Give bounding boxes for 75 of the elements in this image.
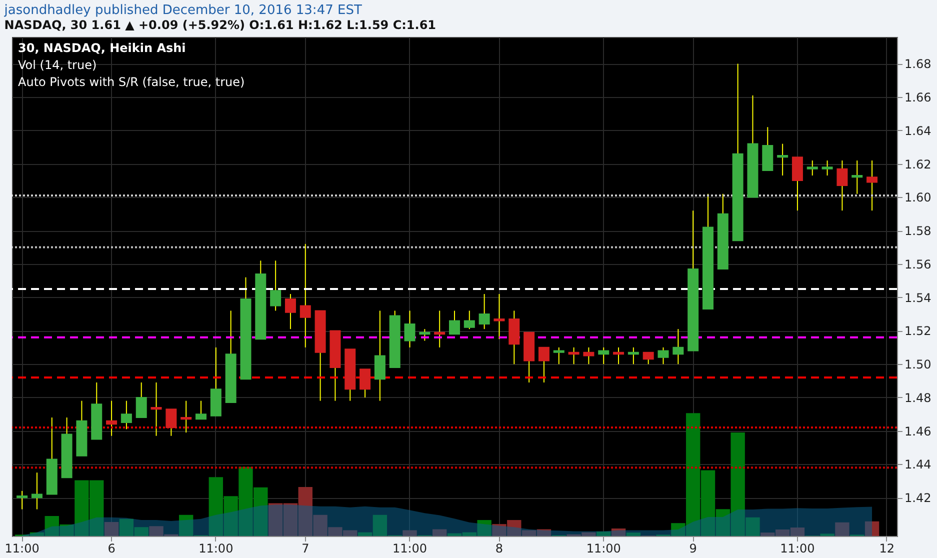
y-tick-label: 1.56: [904, 257, 932, 272]
candlestick: [419, 328, 430, 342]
x-tick-label: 11:00: [780, 542, 815, 556]
bar: [626, 532, 641, 536]
y-tick-label: 1.50: [904, 358, 932, 372]
y-tick-label: 1.42: [904, 491, 932, 506]
candlestick: [31, 472, 42, 510]
bar: [596, 532, 611, 536]
x-tick-label: 11:00: [4, 542, 40, 556]
y-tick-label: 1.46: [904, 424, 932, 438]
y-tick-label: 1.54: [904, 290, 932, 305]
y-tick-label: 1.62: [904, 157, 932, 172]
bar: [402, 530, 417, 536]
candlestick: [613, 346, 624, 365]
candlestick: [150, 382, 162, 436]
candlestick: [136, 382, 147, 418]
y-tick-label: 1.68: [904, 57, 932, 72]
candlestick: [598, 346, 610, 365]
candlestick: [284, 294, 296, 330]
annotation: Auto Pivots with S/R (false, true, true): [18, 75, 245, 89]
candlestick: [106, 400, 118, 436]
chart-title: jasondhadley published December 10, 2016 13:47 EST: [3, 3, 362, 18]
candlestick: [538, 346, 550, 383]
x-tick-label: 11:00: [586, 542, 621, 556]
candlestick: [568, 346, 580, 365]
candlestick: [658, 346, 669, 365]
candlestick: [16, 490, 28, 510]
candlestick: [120, 400, 132, 430]
bar: [104, 522, 119, 536]
bar: [864, 521, 880, 536]
bar: [835, 522, 850, 536]
candlestick: [792, 156, 803, 212]
candlestick: [822, 160, 833, 176]
x-tick-label: 9: [689, 542, 697, 556]
candlestick: [270, 260, 282, 312]
bar: [611, 528, 626, 536]
x-tick-label: 12: [879, 542, 895, 556]
candlestick: [866, 160, 878, 212]
y-tick-label: 1.60: [904, 190, 932, 205]
candlestick: [642, 352, 654, 365]
y-tick-label: 1.58: [904, 224, 932, 238]
x-tick-label: 8: [495, 542, 504, 556]
candlestick: [628, 346, 639, 365]
annotation: Vol (14, true): [18, 58, 97, 72]
candlestick: [196, 400, 207, 420]
candlestick: [166, 408, 177, 436]
candlestick: [449, 310, 460, 335]
candlestick: [464, 310, 475, 330]
candlestick: [434, 310, 446, 348]
candlestick: [300, 243, 311, 348]
candlestick: [777, 143, 788, 176]
x-tick-label: 7: [302, 542, 310, 556]
candlestick: [806, 160, 818, 176]
candlestick: [672, 328, 684, 365]
bar: [432, 529, 447, 536]
candlestick: [478, 294, 490, 330]
y-tick-label: 1.48: [904, 390, 932, 405]
candlestick: [180, 400, 192, 434]
y-tick-label: 1.44: [904, 458, 932, 472]
y-tick-label: 1.64: [904, 124, 932, 138]
candlestick: [553, 346, 564, 365]
candlestick: [836, 160, 848, 212]
y-tick-label: 1.52: [904, 324, 932, 338]
candlestick: [360, 368, 371, 398]
x-tick-label: 6: [108, 542, 116, 556]
x-tick-label: 11:00: [392, 542, 428, 556]
chart-subtitle: NASDAQ, 30 1.61 ▲ +0.09 (+5.92%) O:1.61 H:1.62 L:1.59 C:1.61: [4, 18, 436, 32]
annotation: 30, NASDAQ, Heikin Ashi: [18, 41, 186, 55]
candlestick: [494, 294, 505, 340]
candlestick: [374, 310, 386, 402]
candlestick: [583, 346, 594, 365]
candlestick: [852, 160, 863, 194]
candlestick: [404, 310, 416, 348]
x-tick-label: 11:00: [198, 542, 234, 556]
y-tick-label: 1.66: [904, 90, 932, 105]
